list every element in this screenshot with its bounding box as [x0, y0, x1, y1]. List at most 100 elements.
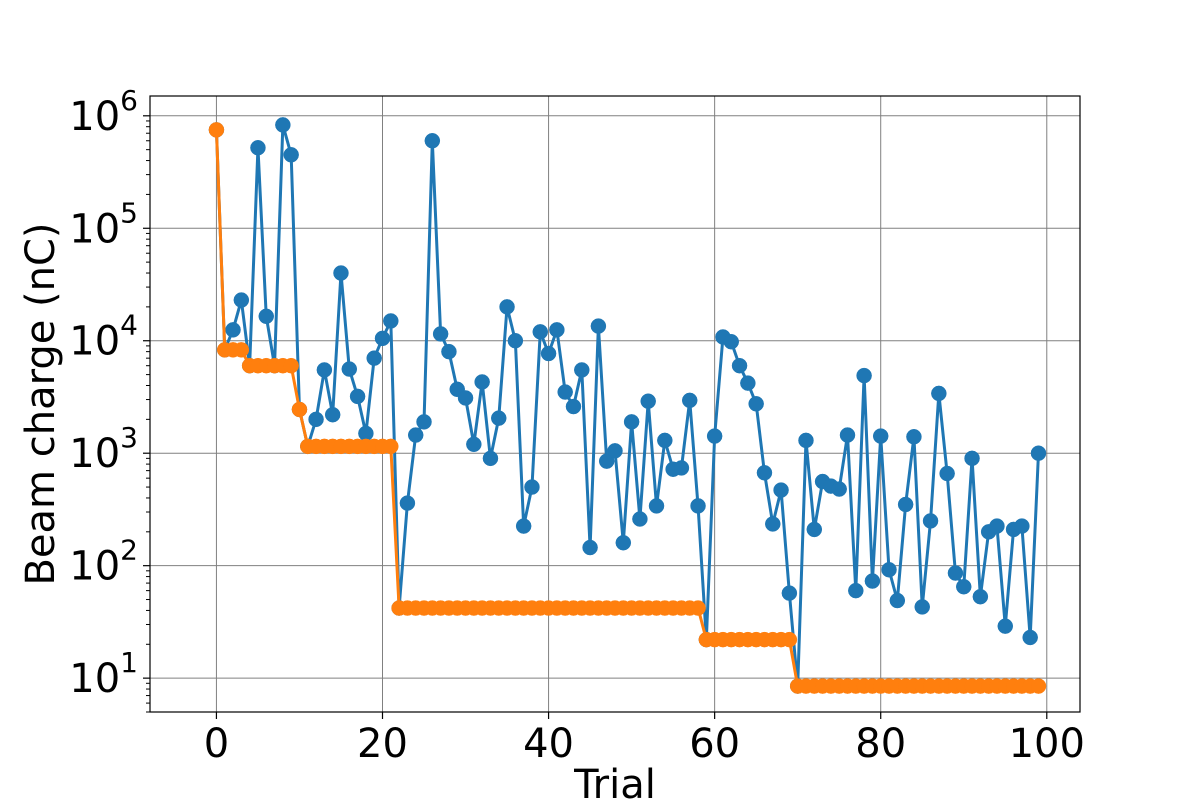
data-point	[482, 450, 499, 467]
data-point	[466, 436, 482, 453]
data-point	[690, 498, 706, 514]
data-point	[964, 450, 980, 467]
data-point	[947, 565, 964, 581]
data-point	[250, 140, 266, 156]
y-tick-label: 101	[69, 646, 138, 702]
data-point	[748, 396, 764, 412]
series-0-line	[214, 123, 1040, 688]
data-point	[316, 362, 333, 378]
data-point	[922, 513, 939, 529]
data-point	[731, 357, 748, 374]
data-point	[690, 600, 706, 616]
data-point	[723, 333, 739, 350]
data-point	[765, 516, 781, 532]
data-point	[565, 398, 582, 415]
data-point	[407, 427, 424, 443]
data-point	[557, 384, 573, 400]
y-tick-label: 106	[69, 84, 138, 140]
data-point	[1022, 629, 1038, 646]
data-point	[1030, 445, 1047, 461]
data-point	[441, 343, 457, 360]
data-point	[648, 498, 665, 514]
data-point	[1014, 518, 1030, 534]
data-point	[681, 392, 698, 409]
data-point	[283, 147, 299, 163]
data-point	[432, 326, 449, 342]
y-tick-label: 104	[69, 309, 138, 365]
plot-frame	[149, 95, 1081, 713]
data-point	[906, 429, 922, 445]
data-point	[258, 308, 274, 325]
data-point	[623, 414, 640, 430]
data-point	[889, 592, 906, 609]
data-point	[997, 618, 1014, 634]
data-point	[706, 428, 723, 444]
data-point	[549, 322, 565, 338]
data-point	[607, 443, 623, 459]
data-point	[657, 432, 673, 449]
data-point	[574, 362, 590, 378]
data-point	[781, 585, 798, 601]
data-point	[225, 322, 241, 338]
y-axis-title: Beam charge (nC)	[18, 222, 64, 585]
data-point	[856, 367, 872, 384]
data-point	[582, 539, 598, 556]
data-point	[740, 375, 756, 391]
x-tick-label: 100	[1009, 721, 1085, 767]
x-tick-label: 0	[204, 721, 229, 767]
data-point	[233, 342, 250, 358]
x-tick-label: 80	[855, 721, 906, 767]
data-point	[806, 521, 823, 538]
x-tick-label: 20	[357, 721, 408, 767]
data-point	[848, 582, 864, 599]
data-point	[208, 122, 225, 138]
data-point	[349, 388, 366, 405]
data-point	[781, 631, 798, 648]
data-point	[374, 330, 391, 347]
data-point	[798, 432, 814, 449]
data-point	[457, 390, 474, 406]
data-point	[615, 534, 632, 551]
data-point	[507, 332, 524, 349]
data-point	[341, 361, 358, 377]
data-point	[283, 357, 299, 374]
data-point	[598, 453, 615, 469]
data-point	[881, 562, 897, 578]
data-point	[914, 599, 930, 615]
series-layer	[208, 117, 1047, 694]
data-point	[532, 324, 549, 340]
x-tick-label: 60	[689, 721, 740, 767]
data-point	[831, 481, 847, 497]
data-point	[383, 313, 399, 329]
data-point	[275, 117, 291, 133]
data-point	[931, 385, 947, 402]
data-point	[897, 496, 914, 513]
data-point	[939, 465, 955, 482]
data-point	[399, 495, 416, 511]
data-point	[972, 588, 989, 605]
data-point	[540, 345, 557, 362]
data-point	[499, 299, 515, 315]
data-point	[524, 479, 540, 495]
data-point	[383, 438, 399, 455]
data-point	[632, 511, 648, 527]
y-tick-label: 105	[69, 196, 138, 252]
data-point	[872, 428, 889, 444]
series-0	[208, 117, 1047, 694]
data-point	[864, 573, 881, 589]
data-point	[333, 265, 349, 281]
data-point	[956, 578, 972, 595]
data-point	[640, 393, 656, 409]
data-point	[366, 350, 382, 366]
data-point	[424, 133, 441, 149]
data-point	[291, 401, 308, 418]
data-point	[673, 460, 690, 476]
data-point	[989, 518, 1005, 534]
data-point	[474, 374, 490, 390]
data-point	[233, 292, 250, 308]
data-point	[756, 465, 773, 481]
data-point	[590, 318, 607, 334]
x-axis-title: Trial	[573, 762, 656, 800]
data-point	[491, 410, 507, 426]
